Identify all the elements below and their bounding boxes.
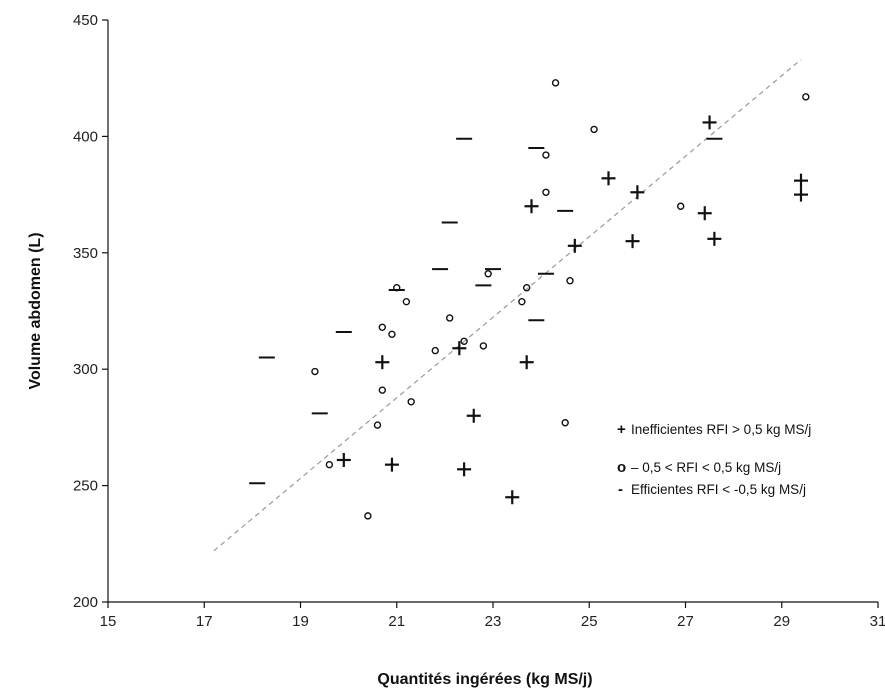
legend: + Inefficientes RFI > 0,5 kg MS/j o – 0,… [617, 421, 811, 498]
point-plus [505, 490, 520, 505]
point-plus [601, 171, 616, 186]
data-points [249, 79, 810, 520]
point-circle [518, 297, 526, 306]
y-axis-title: Volume abdomen (L) [27, 232, 44, 389]
legend-label-intermediate: – 0,5 < RFI < 0,5 kg MS/j [631, 460, 781, 475]
point-circle [590, 125, 598, 134]
point-plus [336, 452, 351, 467]
point-circle [431, 346, 439, 355]
point-plus [524, 199, 539, 214]
legend-label-inefficientes: Inefficientes RFI > 0,5 kg MS/j [631, 422, 811, 437]
point-circle [460, 337, 468, 345]
legend-symbol-dash: - [618, 481, 623, 498]
legend-symbol-plus: + [617, 421, 626, 438]
x-tick-label: 29 [773, 613, 790, 630]
x-axis-title: Quantités ingérées (kg MS/j) [377, 671, 592, 688]
y-tick-label: 400 [73, 128, 98, 145]
point-circle [542, 151, 550, 159]
point-circle [551, 79, 560, 87]
point-plus [384, 457, 399, 472]
trend-line [213, 59, 802, 552]
y-tick-label: 250 [73, 478, 98, 495]
point-circle [479, 342, 488, 350]
point-plus [567, 238, 582, 253]
x-tick-label: 15 [100, 613, 117, 630]
point-circle [311, 367, 319, 376]
point-plus [466, 408, 481, 423]
x-tick-label: 25 [581, 613, 598, 630]
x-tick-label: 19 [292, 613, 309, 630]
point-circle [378, 386, 387, 394]
point-circle [484, 270, 492, 278]
point-circle [566, 277, 574, 285]
point-circle [364, 512, 372, 520]
point-circle [402, 297, 411, 306]
point-plus [707, 231, 722, 246]
point-plus [625, 234, 640, 249]
point-plus [519, 355, 534, 370]
point-circle [407, 398, 415, 406]
point-circle [325, 460, 334, 469]
x-tick-label: 23 [485, 613, 502, 630]
x-tick-label: 27 [677, 613, 694, 630]
y-ticks: 200 250 300 350 400 450 [73, 12, 108, 611]
point-plus [452, 341, 467, 356]
point-plus [630, 185, 645, 200]
point-circle [561, 419, 569, 427]
point-plus [702, 115, 717, 130]
point-circle [373, 421, 382, 429]
point-plus [794, 187, 808, 202]
point-circle [388, 330, 396, 338]
y-tick-label: 300 [73, 361, 98, 378]
point-plus [375, 355, 390, 370]
x-tick-label: 31 [870, 613, 885, 630]
point-plus [457, 462, 472, 477]
point-circle [378, 323, 387, 331]
y-tick-label: 350 [73, 245, 98, 262]
legend-label-efficientes: Efficientes RFI < -0,5 kg MS/j [631, 482, 806, 497]
point-circle [802, 93, 810, 101]
legend-symbol-circle: o [617, 459, 626, 476]
point-plus [697, 206, 712, 221]
y-tick-label: 200 [73, 594, 98, 611]
y-tick-label: 450 [73, 12, 98, 29]
x-tick-label: 21 [388, 613, 405, 630]
x-tick-label: 17 [196, 613, 213, 630]
point-circle [542, 188, 550, 196]
point-circle [676, 202, 685, 210]
point-circle [445, 314, 454, 322]
point-circle [522, 284, 531, 292]
x-ticks: 15 17 19 21 23 25 27 29 31 [100, 602, 885, 630]
point-plus [794, 173, 808, 188]
